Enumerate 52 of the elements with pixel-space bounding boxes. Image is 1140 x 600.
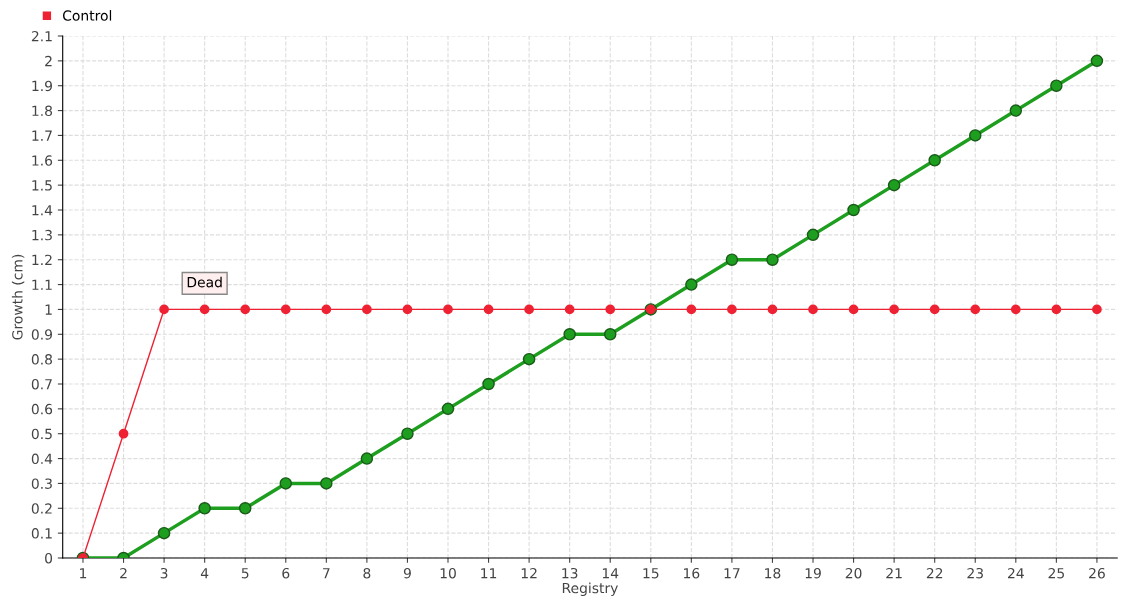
x-tick-label: 18	[765, 567, 781, 579]
y-tick-label: 0.6	[31, 403, 53, 415]
x-tick-label: 1	[80, 568, 87, 579]
x-tick-label: 8	[363, 567, 371, 579]
y-tick-label: 1.5	[32, 180, 52, 191]
y-tick-label: 0	[45, 552, 53, 564]
x-tick-label: 21	[886, 567, 902, 579]
y-tick-label: 1.6	[32, 155, 53, 166]
y-tick-label: 0.9	[31, 329, 52, 340]
y-tick-label: 1.3	[32, 229, 52, 241]
x-tick-label: 7	[323, 568, 330, 579]
y-tick-label: 2.1	[31, 30, 52, 42]
x-tick-label: 11	[481, 568, 497, 579]
y-tick-label: 1.9	[32, 80, 52, 92]
x-tick-label: 13	[562, 567, 578, 579]
y-tick-label: 0.5	[31, 428, 52, 440]
x-tick-label: 17	[724, 568, 740, 579]
y-axis-title: Growth (cm)	[11, 254, 25, 340]
legend-label: Control	[62, 10, 112, 21]
x-tick-label: 4	[200, 568, 209, 579]
y-tick-label: 0.2	[31, 503, 52, 514]
x-axis-title: Registry	[562, 582, 618, 596]
annotation: Dead	[187, 276, 222, 288]
x-tick-label: 12	[521, 567, 537, 579]
y-tick-label: 0.4	[31, 453, 53, 465]
y-tick-label: 1.2	[32, 254, 52, 265]
y-tick-label: 1.8	[32, 105, 53, 117]
y-tick-label: 0.3	[31, 478, 52, 489]
y-tick-label: 1	[45, 304, 52, 315]
x-tick-label: 24	[1007, 567, 1024, 579]
y-tick-label: 2	[45, 55, 52, 67]
x-tick-label: 22	[926, 567, 943, 579]
x-tick-label: 5	[241, 568, 249, 579]
x-tick-label: 20	[845, 567, 862, 579]
y-tick-label: 0.8	[31, 354, 53, 365]
y-tick-label: 1.1	[32, 279, 52, 290]
x-tick-label: 3	[160, 567, 168, 579]
x-tick-label: 16	[684, 567, 700, 579]
x-tick-label: 23	[967, 567, 983, 579]
x-tick-label: 9	[403, 567, 411, 579]
y-tick-label: 1.4	[32, 205, 53, 216]
x-tick-label: 10	[440, 567, 456, 579]
x-tick-label: 6	[282, 567, 290, 579]
x-tick-label: 2	[120, 567, 127, 579]
y-tick-label: 1.7	[32, 130, 52, 141]
x-tick-label: 25	[1048, 567, 1064, 579]
x-tick-label: 15	[643, 568, 659, 579]
x-tick-label: 14	[602, 568, 619, 579]
y-tick-label: 0.1	[31, 528, 52, 539]
y-tick-label: 0.7	[31, 378, 52, 390]
x-tick-label: 19	[805, 567, 821, 579]
x-tick-label: 26	[1089, 567, 1105, 579]
